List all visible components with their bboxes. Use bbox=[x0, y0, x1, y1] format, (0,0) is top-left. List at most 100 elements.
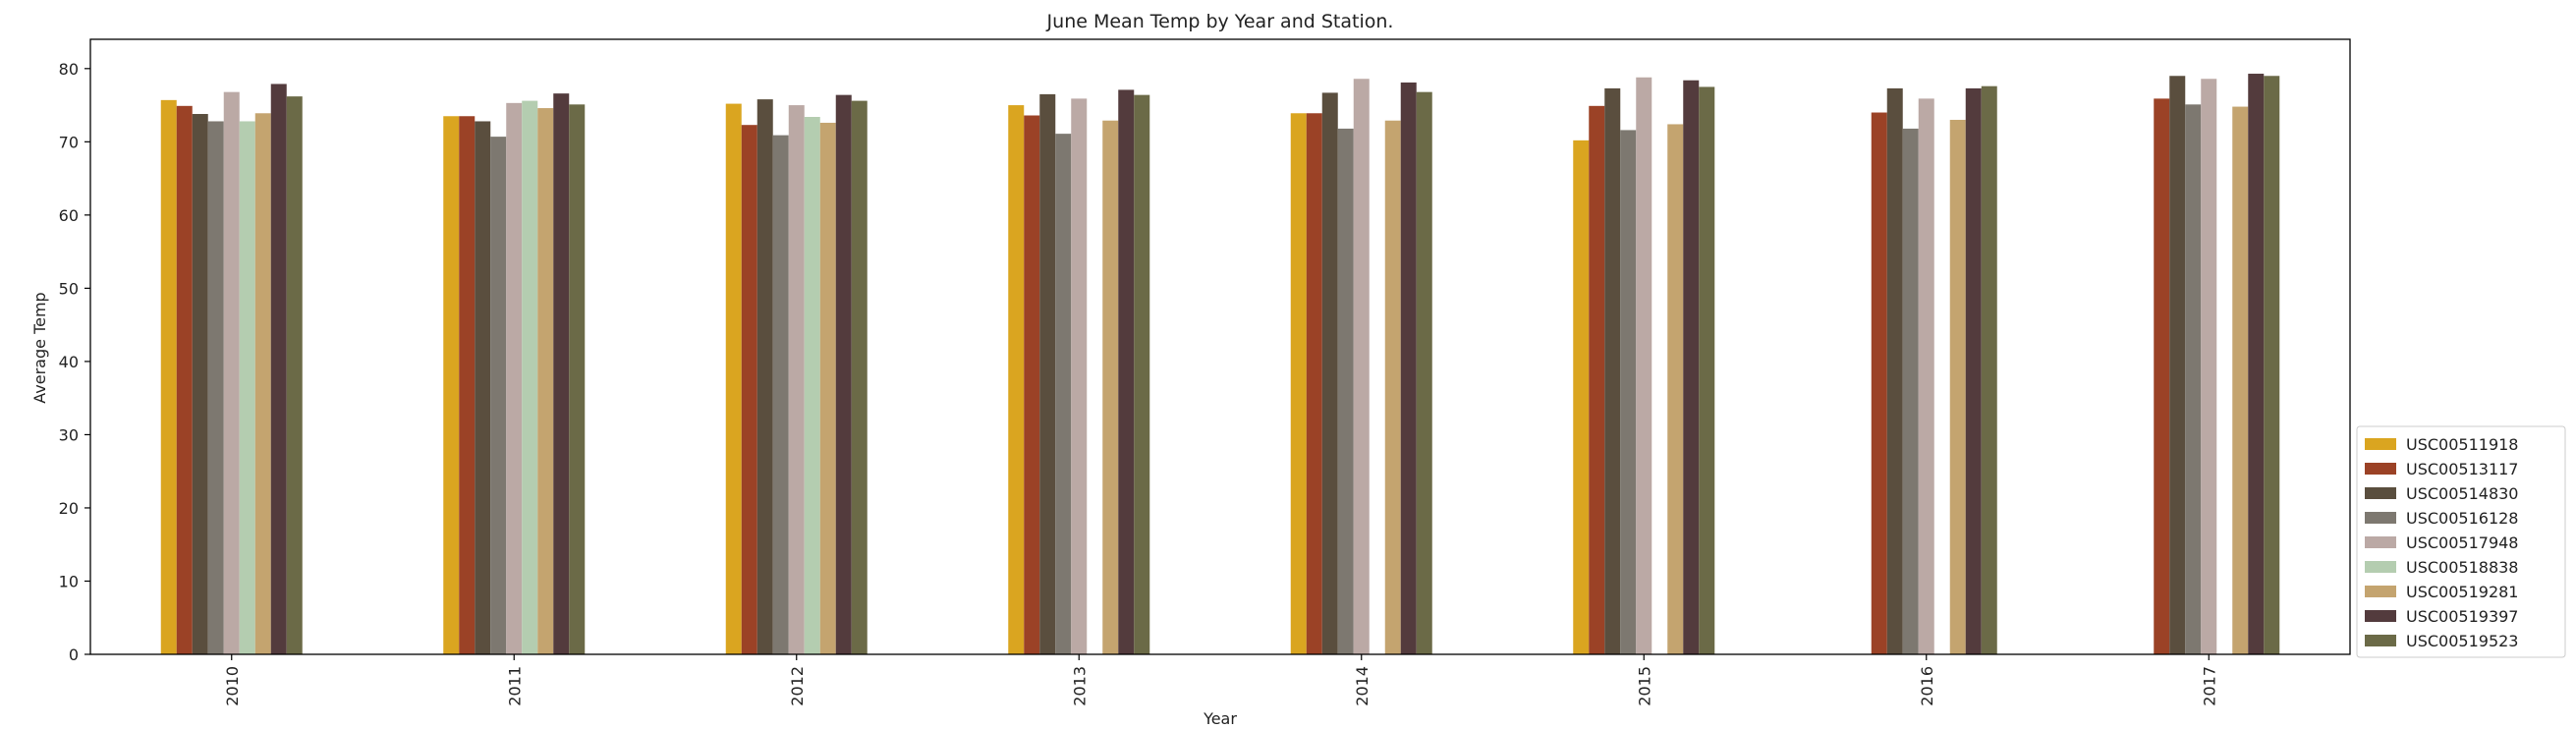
bar bbox=[725, 103, 742, 655]
bar bbox=[254, 113, 271, 655]
legend-swatch bbox=[2365, 561, 2396, 573]
bar bbox=[1400, 82, 1417, 654]
legend-swatch bbox=[2365, 463, 2396, 475]
bar bbox=[2185, 104, 2202, 655]
y-tick-label: 30 bbox=[59, 425, 79, 444]
y-axis: 0 10 20 30 40 50 60 70 80 bbox=[59, 60, 90, 664]
bar bbox=[851, 100, 868, 655]
bar bbox=[804, 116, 820, 654]
bar bbox=[756, 99, 773, 655]
y-tick-label: 80 bbox=[59, 60, 79, 79]
bar bbox=[1071, 98, 1088, 655]
bar bbox=[2201, 79, 2217, 654]
bar bbox=[270, 84, 287, 654]
plot-frame bbox=[89, 38, 2351, 655]
legend-swatch bbox=[2365, 487, 2396, 499]
x-axis-label: Year bbox=[1203, 709, 1237, 725]
bar bbox=[1949, 119, 1966, 654]
bar bbox=[2232, 106, 2249, 655]
bar bbox=[1134, 94, 1150, 655]
bar bbox=[1416, 91, 1432, 654]
bar bbox=[1024, 115, 1040, 654]
bar bbox=[2169, 76, 2186, 654]
bar bbox=[475, 121, 491, 654]
y-tick-label: 50 bbox=[59, 279, 79, 298]
y-tick-label: 10 bbox=[59, 572, 79, 590]
bar bbox=[788, 105, 805, 655]
bar bbox=[1008, 105, 1025, 655]
chart-title: June Mean Temp by Year and Station. bbox=[1046, 11, 1394, 32]
bar bbox=[1353, 79, 1370, 654]
bar bbox=[819, 122, 836, 654]
y-tick-label: 40 bbox=[59, 353, 79, 371]
legend-label: USC00514830 bbox=[2406, 484, 2518, 503]
bar bbox=[239, 121, 255, 654]
y-tick-label: 20 bbox=[59, 499, 79, 518]
legend-swatch bbox=[2365, 635, 2396, 646]
bar bbox=[1337, 128, 1354, 654]
bar bbox=[459, 116, 476, 654]
bar bbox=[553, 93, 570, 654]
bar bbox=[506, 102, 523, 655]
legend-label: USC00519397 bbox=[2406, 607, 2518, 626]
bar bbox=[2154, 98, 2170, 655]
legend-frame bbox=[2356, 425, 2566, 658]
x-tick-label: 2012 bbox=[788, 666, 807, 706]
bar bbox=[223, 91, 240, 654]
bar bbox=[443, 116, 460, 654]
x-tick-label: 2010 bbox=[223, 666, 242, 706]
bar bbox=[522, 100, 538, 655]
legend-label: USC00519523 bbox=[2406, 632, 2518, 650]
legend-label: USC00518838 bbox=[2406, 558, 2518, 577]
x-tick-label: 2017 bbox=[2200, 666, 2218, 706]
bar bbox=[1886, 87, 1903, 654]
bar bbox=[1604, 87, 1621, 654]
x-tick-label: 2014 bbox=[1353, 666, 1372, 706]
legend-swatch bbox=[2365, 512, 2396, 524]
bar bbox=[1699, 86, 1715, 654]
bar bbox=[1290, 113, 1307, 655]
bar bbox=[2264, 76, 2280, 654]
legend-swatch bbox=[2365, 438, 2396, 450]
legend-label: USC00516128 bbox=[2406, 509, 2518, 528]
legend-swatch bbox=[2365, 610, 2396, 622]
x-tick-label: 2013 bbox=[1070, 666, 1089, 706]
y-tick-label: 0 bbox=[69, 645, 79, 664]
bar bbox=[192, 114, 208, 654]
bar bbox=[176, 105, 193, 655]
bar bbox=[772, 135, 789, 654]
y-tick-label: 70 bbox=[59, 133, 79, 151]
bar bbox=[1981, 85, 1997, 654]
legend-label: USC00511918 bbox=[2406, 435, 2518, 454]
x-axis: 2010 2011 2012 2013 2014 2015 2016 2017 bbox=[223, 654, 2218, 706]
bar bbox=[1384, 120, 1401, 654]
bar bbox=[1589, 105, 1605, 655]
y-tick-label: 60 bbox=[59, 206, 79, 225]
bar bbox=[741, 125, 757, 654]
x-tick-label: 2016 bbox=[1918, 666, 1936, 706]
y-axis-label: Average Temp bbox=[30, 292, 49, 403]
legend-label: USC00517948 bbox=[2406, 533, 2518, 552]
bar bbox=[1683, 80, 1700, 654]
bar bbox=[1102, 120, 1119, 654]
legend: USC00511918 USC00513117 USC00514830 USC0051… bbox=[2356, 425, 2566, 658]
bar bbox=[569, 104, 586, 655]
legend-swatch bbox=[2365, 586, 2396, 597]
legend-label: USC00513117 bbox=[2406, 460, 2518, 478]
bar bbox=[537, 108, 554, 655]
bar bbox=[1902, 128, 1919, 654]
x-tick-label: 2015 bbox=[1635, 666, 1653, 706]
bar bbox=[1918, 98, 1934, 655]
bar bbox=[207, 121, 224, 654]
legend-label: USC00519281 bbox=[2406, 583, 2518, 601]
bar bbox=[286, 96, 303, 655]
bar bbox=[2248, 74, 2265, 655]
bar bbox=[1620, 130, 1637, 654]
bar bbox=[1306, 113, 1322, 655]
x-tick-label: 2011 bbox=[505, 666, 524, 706]
bar bbox=[1055, 134, 1072, 654]
bar bbox=[835, 94, 852, 655]
bar bbox=[1118, 89, 1135, 654]
